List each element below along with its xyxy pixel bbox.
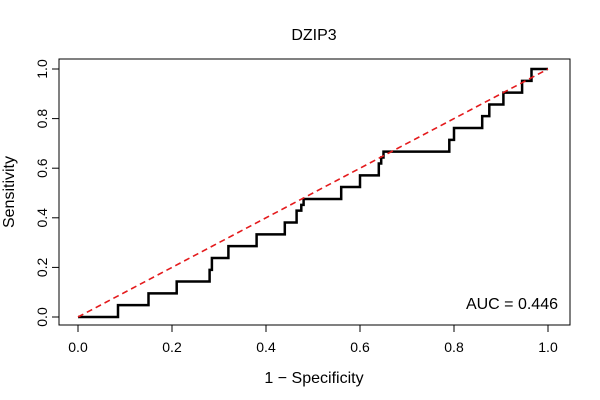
y-tick-label: 0.0 xyxy=(34,307,50,327)
x-tick-label: 0.6 xyxy=(350,339,370,355)
x-axis: 0.0 0.2 0.4 0.6 0.8 1.0 xyxy=(68,324,558,355)
x-tick-label: 0.8 xyxy=(444,339,464,355)
x-tick-label: 1.0 xyxy=(538,339,558,355)
auc-annotation: AUC = 0.446 xyxy=(466,296,558,313)
y-tick-label: 0.2 xyxy=(34,257,50,277)
y-tick-label: 0.6 xyxy=(34,158,50,178)
x-tick-label: 0.2 xyxy=(162,339,182,355)
y-tick-label: 0.8 xyxy=(34,109,50,129)
y-axis: 0.0 0.2 0.4 0.6 0.8 1.0 xyxy=(34,59,60,327)
series-layer xyxy=(77,67,549,319)
x-tick-label: 0.0 xyxy=(68,339,88,355)
roc-curve-line xyxy=(78,67,548,319)
y-axis-label: Sensitivity xyxy=(1,156,18,228)
y-tick-label: 1.0 xyxy=(34,59,50,79)
chart-title: DZIP3 xyxy=(291,27,336,44)
reference-diagonal-line xyxy=(77,68,549,318)
x-axis-label: 1 − Specificity xyxy=(264,370,363,387)
plot-frame xyxy=(58,58,571,326)
x-tick-label: 0.4 xyxy=(256,339,276,355)
y-tick-label: 0.4 xyxy=(34,208,50,228)
